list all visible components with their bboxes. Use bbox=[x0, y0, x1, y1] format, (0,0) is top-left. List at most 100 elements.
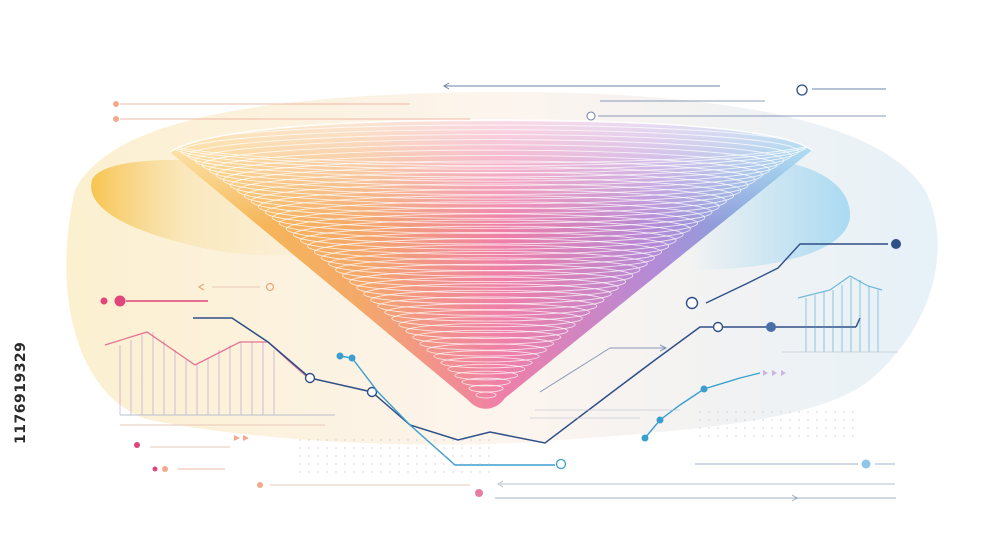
funnel-ring bbox=[271, 201, 706, 234]
texture-dot bbox=[834, 427, 836, 429]
texture-dot bbox=[771, 411, 773, 413]
funnel-ring bbox=[229, 166, 749, 205]
funnel-ring bbox=[264, 195, 713, 229]
funnel-ring bbox=[215, 155, 763, 195]
funnel-rim bbox=[169, 119, 813, 153]
texture-dot bbox=[308, 455, 310, 457]
texture-dot bbox=[735, 435, 737, 437]
texture-dot bbox=[479, 447, 481, 449]
upper-right-line bbox=[685, 239, 901, 310]
texture-dot bbox=[452, 471, 454, 473]
texture-dot bbox=[771, 435, 773, 437]
texture-dot bbox=[407, 447, 409, 449]
texture-dot bbox=[816, 411, 818, 413]
texture-dot bbox=[807, 419, 809, 421]
funnel-ring bbox=[349, 270, 627, 294]
texture-dot bbox=[425, 471, 427, 473]
texture-dot bbox=[726, 435, 728, 437]
texture-dot bbox=[335, 455, 337, 457]
texture-dot bbox=[717, 427, 719, 429]
funnel-ring bbox=[201, 144, 778, 186]
left-bar-chart bbox=[104, 331, 335, 426]
texture-dot bbox=[488, 439, 490, 441]
stock-id-watermark: 1176919329 bbox=[13, 341, 29, 445]
texture-dot bbox=[461, 439, 463, 441]
teal-line-chart bbox=[336, 352, 567, 470]
texture-dot bbox=[852, 419, 854, 421]
texture-dot bbox=[326, 439, 328, 441]
texture-dot bbox=[452, 447, 454, 449]
texture-dot bbox=[744, 419, 746, 421]
texture-dot bbox=[362, 455, 364, 457]
texture-dot bbox=[735, 427, 737, 429]
texture-dot bbox=[335, 439, 337, 441]
texture-dot bbox=[834, 411, 836, 413]
texture-dot bbox=[461, 463, 463, 465]
texture-dot bbox=[344, 447, 346, 449]
texture-dot bbox=[443, 447, 445, 449]
texture-dot bbox=[825, 419, 827, 421]
texture-dot bbox=[816, 427, 818, 429]
arrow-lines bbox=[530, 344, 680, 419]
funnel-ring bbox=[447, 363, 526, 375]
texture-dot bbox=[744, 411, 746, 413]
funnel-ring bbox=[187, 134, 792, 178]
texture-dot bbox=[308, 447, 310, 449]
texture-dot bbox=[470, 447, 472, 449]
funnel-ring bbox=[412, 329, 562, 345]
texture-dot bbox=[726, 419, 728, 421]
texture-dot bbox=[416, 471, 418, 473]
funnel-ring bbox=[398, 316, 576, 334]
texture-dot bbox=[362, 471, 364, 473]
texture-dot bbox=[461, 455, 463, 457]
texture-dot bbox=[816, 435, 818, 437]
texture-dot bbox=[308, 471, 310, 473]
texture-dot bbox=[389, 447, 391, 449]
texture-dot bbox=[308, 463, 310, 465]
texture-dot bbox=[708, 411, 710, 413]
funnel-ring bbox=[419, 336, 555, 351]
funnel-ring bbox=[335, 257, 641, 283]
texture-dot bbox=[326, 455, 328, 457]
texture-dot bbox=[726, 427, 728, 429]
texture-dot bbox=[717, 419, 719, 421]
texture-dot bbox=[434, 447, 436, 449]
texture-dot bbox=[443, 471, 445, 473]
texture-dot bbox=[852, 427, 854, 429]
texture-dot bbox=[299, 439, 301, 441]
funnel-ring bbox=[426, 343, 547, 357]
funnel-ring bbox=[222, 160, 756, 200]
texture-dot bbox=[299, 463, 301, 465]
texture-dot bbox=[434, 471, 436, 473]
texture-dot bbox=[470, 455, 472, 457]
texture-dot bbox=[825, 411, 827, 413]
texture-dot bbox=[470, 463, 472, 465]
texture-dot bbox=[353, 455, 355, 457]
funnel-ring bbox=[299, 225, 677, 255]
texture-dot bbox=[762, 427, 764, 429]
funnel-ring bbox=[194, 139, 785, 182]
texture-dot bbox=[407, 439, 409, 441]
funnel-ring bbox=[250, 183, 727, 219]
texture-dot bbox=[843, 411, 845, 413]
magenta-marker bbox=[100, 282, 275, 307]
funnel-ring bbox=[454, 370, 519, 381]
right-bar-chart bbox=[782, 275, 898, 353]
funnel-ring bbox=[391, 309, 583, 328]
texture-dot bbox=[807, 435, 809, 437]
funnel-ring bbox=[475, 391, 497, 399]
texture-dot bbox=[317, 471, 319, 473]
texture-dot bbox=[362, 439, 364, 441]
texture-dot bbox=[398, 439, 400, 441]
texture-dot bbox=[317, 455, 319, 457]
texture-dot bbox=[317, 439, 319, 441]
texture-dot bbox=[407, 463, 409, 465]
texture-dot bbox=[398, 447, 400, 449]
texture-dot bbox=[780, 419, 782, 421]
texture-dot bbox=[371, 471, 373, 473]
texture-dot bbox=[789, 411, 791, 413]
texture-dot bbox=[753, 419, 755, 421]
texture-dot bbox=[425, 447, 427, 449]
texture-dot bbox=[479, 471, 481, 473]
